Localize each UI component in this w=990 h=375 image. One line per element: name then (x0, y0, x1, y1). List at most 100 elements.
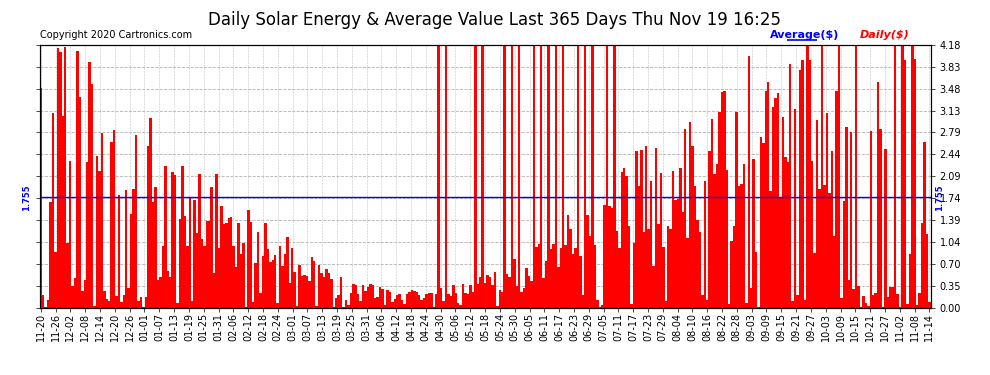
Bar (486, 275, 489, 308)
Bar (816, 120, 819, 308)
Bar (572, 254, 574, 308)
Bar (752, 159, 754, 308)
Bar (714, 174, 716, 308)
Bar (318, 265, 321, 308)
Bar (369, 284, 371, 308)
Bar (254, 263, 256, 308)
Bar (674, 200, 677, 308)
Bar (69, 160, 71, 308)
Bar (889, 287, 892, 308)
Bar (638, 186, 641, 308)
Bar (364, 291, 366, 308)
Bar (811, 161, 814, 308)
Bar (528, 276, 531, 308)
Bar (611, 208, 613, 308)
Bar (140, 297, 143, 307)
Bar (559, 248, 562, 308)
Bar (599, 307, 601, 308)
Bar (143, 307, 145, 308)
Bar (323, 277, 325, 308)
Bar (401, 300, 403, 307)
Bar (536, 247, 538, 308)
Bar (338, 294, 340, 307)
Bar (721, 92, 723, 308)
Bar (281, 266, 284, 308)
Bar (191, 300, 193, 307)
Bar (904, 60, 906, 308)
Bar (101, 133, 103, 308)
Bar (884, 149, 887, 308)
Bar (601, 305, 604, 308)
Bar (269, 262, 271, 308)
Bar (772, 107, 774, 307)
Bar (431, 293, 433, 308)
Bar (179, 219, 181, 308)
Bar (809, 60, 811, 308)
Bar (335, 298, 338, 307)
Bar (804, 300, 806, 307)
Bar (276, 303, 279, 307)
Bar (438, 45, 440, 308)
Bar (403, 304, 406, 307)
Bar (489, 277, 491, 308)
Bar (145, 297, 147, 307)
Bar (235, 267, 238, 308)
Bar (293, 272, 296, 308)
Bar (667, 226, 669, 308)
Bar (476, 284, 479, 308)
Bar (919, 293, 921, 308)
Bar (42, 295, 45, 307)
Bar (699, 232, 701, 308)
Bar (86, 162, 88, 308)
Bar (61, 116, 64, 308)
Bar (540, 45, 543, 308)
Bar (516, 286, 518, 308)
Bar (88, 62, 91, 308)
Bar (279, 246, 281, 308)
Bar (166, 271, 169, 308)
Bar (366, 287, 369, 308)
Bar (228, 218, 230, 308)
Bar (664, 302, 667, 307)
Bar (198, 174, 201, 308)
Bar (521, 292, 523, 308)
Bar (643, 232, 645, 308)
Bar (926, 234, 929, 308)
Bar (296, 306, 298, 308)
Bar (589, 236, 591, 308)
Bar (371, 285, 374, 308)
Bar (464, 293, 467, 308)
Bar (147, 146, 149, 308)
Bar (701, 296, 704, 307)
Bar (538, 244, 540, 308)
Bar (291, 248, 293, 308)
Bar (56, 48, 59, 308)
Bar (459, 305, 462, 308)
Bar (723, 91, 726, 308)
Bar (394, 298, 396, 307)
Bar (543, 278, 545, 308)
Bar (652, 266, 654, 308)
Bar (303, 274, 306, 308)
Bar (389, 292, 391, 308)
Bar (738, 186, 741, 308)
Bar (782, 117, 784, 308)
Bar (311, 256, 313, 307)
Bar (264, 223, 266, 308)
Bar (256, 232, 259, 308)
Bar (183, 216, 186, 308)
Bar (819, 189, 821, 308)
Bar (841, 298, 842, 307)
Bar (814, 253, 816, 308)
Bar (631, 304, 633, 307)
Bar (406, 294, 408, 308)
Bar (747, 56, 750, 308)
Bar (98, 171, 101, 308)
Bar (569, 229, 572, 308)
Bar (384, 305, 386, 308)
Text: 1.755: 1.755 (935, 184, 944, 211)
Bar (428, 293, 431, 308)
Bar (248, 210, 249, 308)
Bar (501, 292, 503, 308)
Bar (103, 291, 106, 308)
